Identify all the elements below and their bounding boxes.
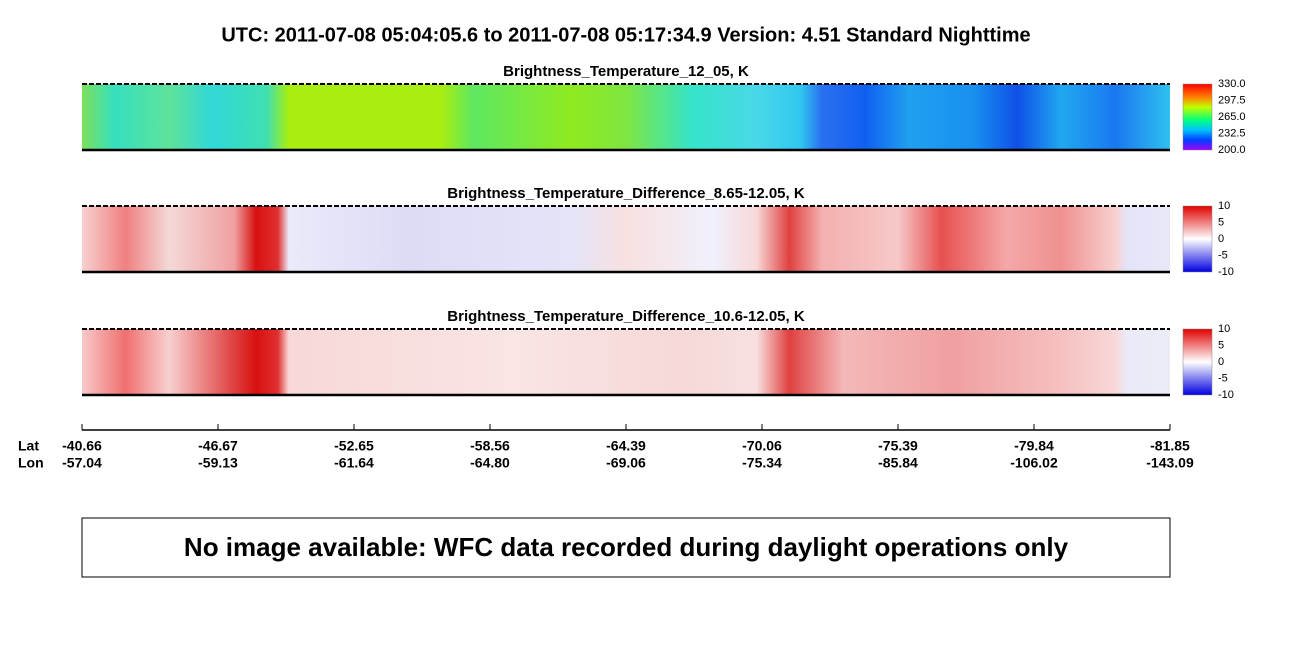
image-strip bbox=[82, 206, 1170, 272]
lon-tick-label: -61.64 bbox=[334, 455, 374, 471]
colorbar-label: 265.0 bbox=[1218, 111, 1246, 123]
lat-tick-label: -52.65 bbox=[334, 438, 374, 454]
panel-title: Brightness_Temperature_12_05, K bbox=[503, 63, 749, 80]
lat-tick-label: -58.56 bbox=[470, 438, 510, 454]
colorbar-label: 297.5 bbox=[1218, 94, 1246, 106]
lon-tick-label: -59.13 bbox=[198, 455, 238, 471]
colorbar-label: -5 bbox=[1218, 249, 1228, 261]
colorbar-label: 5 bbox=[1218, 339, 1224, 351]
lat-label: Lat bbox=[18, 438, 39, 454]
lon-tick-label: -85.84 bbox=[878, 455, 918, 471]
colorbar bbox=[1182, 328, 1213, 396]
colorbar-label: 10 bbox=[1218, 323, 1230, 335]
lon-tick-label: -69.06 bbox=[606, 455, 646, 471]
lat-tick-label: -64.39 bbox=[606, 438, 646, 454]
colorbar bbox=[1182, 83, 1213, 151]
lon-tick-label: -57.04 bbox=[62, 455, 102, 471]
lon-tick-label: -75.34 bbox=[742, 455, 782, 471]
title: UTC: 2011-07-08 05:04:05.6 to 2011-07-08… bbox=[221, 24, 1030, 46]
colorbar bbox=[1182, 205, 1213, 273]
lat-tick-label: -81.85 bbox=[1150, 438, 1190, 454]
message-box bbox=[81, 517, 1171, 578]
colorbar-label: -10 bbox=[1218, 266, 1234, 278]
colorbar-label: 10 bbox=[1218, 200, 1230, 212]
lat-tick-label: -40.66 bbox=[62, 438, 102, 454]
lat-tick-label: -79.84 bbox=[1014, 438, 1054, 454]
colorbar-label: 0 bbox=[1218, 233, 1224, 245]
lon-tick-label: -106.02 bbox=[1010, 455, 1058, 471]
panel-title: Brightness_Temperature_Difference_10.6-1… bbox=[447, 308, 805, 325]
image-strip bbox=[82, 329, 1170, 395]
lon-tick-label: -64.80 bbox=[470, 455, 510, 471]
colorbar-label: 5 bbox=[1218, 216, 1224, 228]
lon-label: Lon bbox=[18, 455, 44, 471]
colorbar-label: 0 bbox=[1218, 356, 1224, 368]
lat-tick-label: -46.67 bbox=[198, 438, 238, 454]
lon-tick-label: -143.09 bbox=[1146, 455, 1194, 471]
colorbar-label: 200.0 bbox=[1218, 144, 1246, 156]
colorbar-label: -5 bbox=[1218, 372, 1228, 384]
panel-title: Brightness_Temperature_Difference_8.65-1… bbox=[447, 185, 805, 202]
image-strip bbox=[82, 84, 1170, 150]
colorbar-label: 232.5 bbox=[1218, 127, 1246, 139]
message: No image available: WFC data recorded du… bbox=[184, 532, 1069, 562]
colorbar-label: -10 bbox=[1218, 389, 1234, 401]
colorbar-label: 330.0 bbox=[1218, 78, 1246, 90]
lat-tick-label: -70.06 bbox=[742, 438, 782, 454]
lat-tick-label: -75.39 bbox=[878, 438, 918, 454]
